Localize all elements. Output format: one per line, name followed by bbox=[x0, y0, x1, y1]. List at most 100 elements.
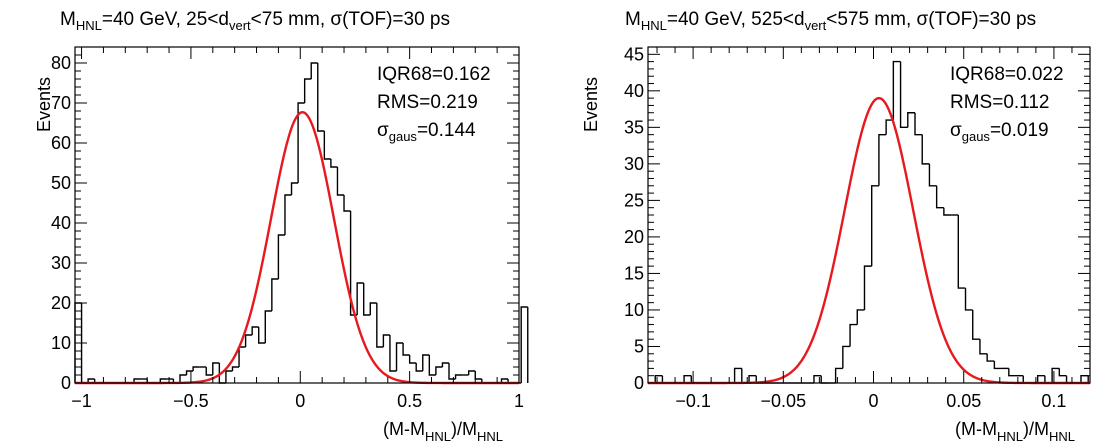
histogram-bin bbox=[395, 342, 404, 371]
y-tick-label: 60 bbox=[51, 133, 71, 153]
histogram-bin bbox=[402, 343, 410, 356]
histogram-bin bbox=[654, 375, 663, 383]
histogram-bin bbox=[935, 185, 944, 209]
histogram-bin bbox=[225, 370, 233, 383]
histogram-bin bbox=[251, 326, 259, 335]
panel-2-x-axis: −0.1 −0.05 0 0.05 0.1 bbox=[656, 47, 1091, 411]
histogram-bin bbox=[363, 283, 371, 316]
histogram-bin bbox=[454, 374, 463, 379]
y-tick-label: 40 bbox=[51, 213, 71, 233]
histogram-bin bbox=[448, 363, 456, 380]
histogram-bin bbox=[231, 366, 240, 371]
histogram-bin bbox=[885, 119, 894, 135]
y-tick-label: 0 bbox=[634, 373, 644, 393]
histogram-bin bbox=[921, 134, 930, 165]
histogram-bin bbox=[205, 367, 213, 376]
y-tick-label: 10 bbox=[624, 300, 644, 320]
x-tick-label: −0.05 bbox=[761, 391, 807, 411]
y-tick-label: 30 bbox=[624, 154, 644, 174]
y-tick-label: 20 bbox=[51, 293, 71, 313]
histogram-bin bbox=[185, 370, 194, 375]
histogram-bin bbox=[993, 361, 1002, 370]
histogram-panel-2: MHNL=40 GeV, 525<dvert<575 mm, σ(TOF)=30… bbox=[581, 9, 1091, 444]
histogram-bin bbox=[834, 367, 843, 383]
y-tick-label: 40 bbox=[624, 81, 644, 101]
histogram-bin bbox=[856, 309, 865, 325]
x-tick-label: −0.5 bbox=[173, 391, 209, 411]
histogram-bin bbox=[957, 215, 966, 289]
y-tick-label: 25 bbox=[624, 190, 644, 210]
histogram-bin bbox=[290, 182, 299, 195]
histogram-bin bbox=[474, 371, 482, 380]
histogram-bin bbox=[258, 327, 266, 344]
histogram-bin bbox=[871, 185, 879, 267]
y-tick-label: 30 bbox=[51, 253, 71, 273]
histogram-bin bbox=[133, 378, 141, 383]
histogram-bin bbox=[159, 378, 167, 383]
y-tick-label: 0 bbox=[61, 373, 71, 393]
y-tick-label: 5 bbox=[634, 336, 644, 356]
y-tick-label: 45 bbox=[624, 44, 644, 64]
panel-1-stat-iqr68: IQR68=0.162 bbox=[377, 64, 491, 85]
panel-1-y-axis-label: Events bbox=[34, 77, 54, 132]
histogram-bin bbox=[330, 159, 338, 168]
x-tick-label: −0.1 bbox=[675, 391, 711, 411]
histogram-bin bbox=[271, 278, 279, 311]
histogram-bin bbox=[297, 102, 305, 183]
histogram-bin bbox=[303, 78, 312, 103]
histogram-bin bbox=[244, 334, 253, 347]
histogram-bin bbox=[500, 378, 509, 383]
histogram-bin bbox=[892, 60, 901, 121]
histogram-bin bbox=[192, 366, 200, 371]
x-tick-label: 0 bbox=[295, 391, 305, 411]
panel-1-stats-box: IQR68=0.162 RMS=0.219 σgaus=0.144 bbox=[377, 64, 491, 144]
histogram-bin bbox=[863, 265, 872, 310]
histogram-bin bbox=[441, 362, 450, 367]
panel-1-gaussian-fit-line bbox=[75, 110, 519, 385]
histogram-bin bbox=[212, 362, 220, 375]
histogram-bin bbox=[1008, 368, 1017, 377]
panel-1-y-axis: 0 10 20 30 40 50 60 70 80 bbox=[51, 46, 519, 393]
panel-1-title: MHNL=40 GeV, 25<dvert<75 mm, σ(TOF)=30 p… bbox=[60, 9, 450, 33]
histogram-bin bbox=[422, 354, 430, 371]
histogram-bin bbox=[428, 355, 436, 376]
panel-2-stat-rms: RMS=0.112 bbox=[950, 92, 1049, 113]
histogram-bin bbox=[899, 61, 908, 129]
histogram-bin bbox=[415, 363, 423, 372]
histogram-bin bbox=[87, 378, 95, 383]
y-tick-label: 10 bbox=[51, 333, 71, 353]
histogram-bin bbox=[343, 195, 351, 212]
histogram-bin bbox=[336, 167, 345, 196]
panel-2-y-axis-label: Events bbox=[581, 77, 601, 132]
panel-2-x-axis-label: (M-MHNL)/MHNL bbox=[955, 419, 1075, 444]
histogram-bin bbox=[1058, 368, 1067, 377]
panel-2-stat-sigma-gaus: σgaus=0.019 bbox=[950, 120, 1049, 144]
histogram-bin bbox=[317, 63, 325, 132]
histogram-bin bbox=[733, 367, 742, 383]
histogram-bin bbox=[389, 335, 397, 372]
y-tick-label: 50 bbox=[51, 173, 71, 193]
y-tick-label: 80 bbox=[51, 53, 71, 73]
histogram-bin bbox=[943, 207, 952, 216]
histogram-bin bbox=[310, 62, 318, 79]
histogram-bin bbox=[277, 234, 285, 279]
histogram-bin bbox=[408, 355, 417, 364]
y-tick-label: 15 bbox=[624, 263, 644, 283]
histogram-bin bbox=[849, 323, 858, 347]
histogram-bin bbox=[264, 310, 272, 343]
histogram-bin bbox=[376, 303, 384, 348]
histogram-bin bbox=[842, 345, 851, 369]
x-tick-label: 0 bbox=[869, 391, 879, 411]
panel-1-x-axis: −1 −0.5 0 0.5 1 bbox=[71, 47, 524, 411]
panel-2-stats-box: IQR68=0.022 RMS=0.112 σgaus=0.019 bbox=[950, 64, 1064, 144]
histogram-bin bbox=[1051, 367, 1060, 383]
histogram-bin bbox=[356, 282, 364, 315]
histogram-bin bbox=[238, 346, 246, 367]
panel-2-title: MHNL=40 GeV, 525<dvert<575 mm, σ(TOF)=30… bbox=[625, 9, 1036, 33]
y-tick-label: 35 bbox=[624, 117, 644, 137]
histogram-bin bbox=[1036, 375, 1045, 383]
x-tick-label: 0.05 bbox=[946, 391, 981, 411]
histogram-bin bbox=[928, 163, 937, 187]
x-tick-label: 0.1 bbox=[1041, 391, 1066, 411]
